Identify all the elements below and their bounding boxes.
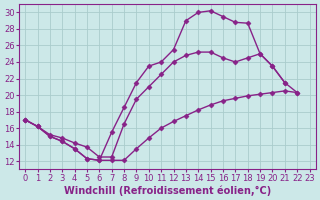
X-axis label: Windchill (Refroidissement éolien,°C): Windchill (Refroidissement éolien,°C) — [64, 185, 271, 196]
